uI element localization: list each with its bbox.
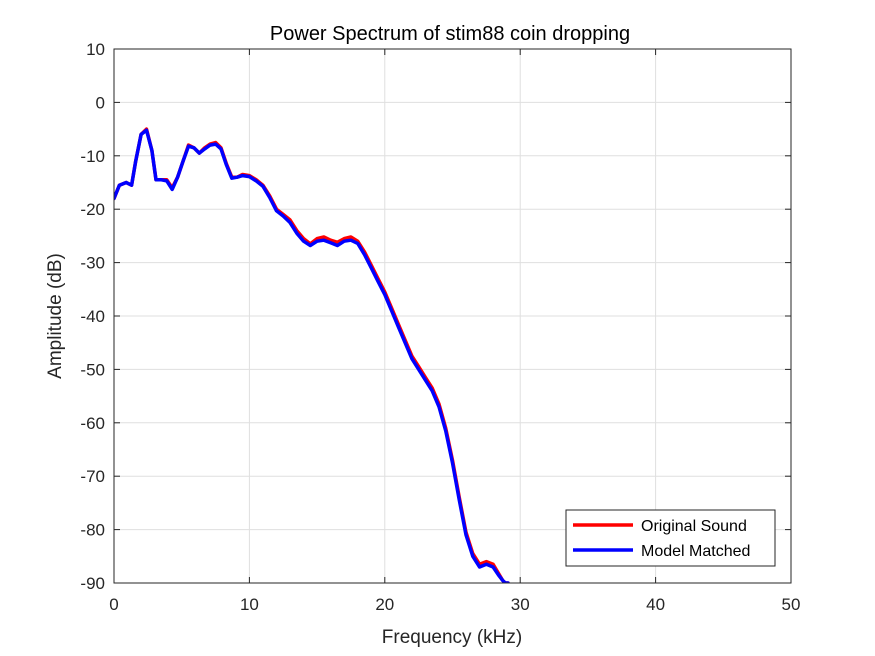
y-tick-label: -80 <box>80 521 105 540</box>
x-tick-label: 10 <box>240 595 259 614</box>
axis-ticks <box>113 48 792 584</box>
x-tick-label: 20 <box>375 595 394 614</box>
legend-label-model-matched: Model Matched <box>641 543 750 560</box>
y-tick-label: -90 <box>80 574 105 593</box>
tick-labels: 0 10 20 30 40 50 10 0 -10 -20 -30 -40 -50 -60 -70 -80 -9… <box>80 40 800 614</box>
x-tick-label: 30 <box>511 595 530 614</box>
y-tick-label: -30 <box>80 254 105 273</box>
y-tick-label: -70 <box>80 467 105 486</box>
y-tick-label: -20 <box>80 200 105 219</box>
chart-title: Power Spectrum of stim88 coin dropping <box>270 23 630 45</box>
legend-label-original-sound: Original Sound <box>641 518 747 535</box>
x-axis-label: Frequency (kHz) <box>382 627 522 648</box>
y-tick-label: -40 <box>80 307 105 326</box>
legend-box <box>565 509 776 567</box>
y-tick-label: 0 <box>96 93 105 112</box>
series-lines <box>114 127 510 583</box>
y-tick-label: -50 <box>80 360 105 379</box>
y-tick-label: 10 <box>86 40 105 59</box>
series-line-model-matched <box>114 128 510 583</box>
y-tick-label: -60 <box>80 414 105 433</box>
x-tick-label: 40 <box>646 595 665 614</box>
x-tick-label: 0 <box>109 595 118 614</box>
y-axis-label: Amplitude (dB) <box>45 253 66 379</box>
legend: Original Sound Model Matched <box>565 509 776 567</box>
y-tick-label: -10 <box>80 147 105 166</box>
x-tick-label: 50 <box>782 595 801 614</box>
